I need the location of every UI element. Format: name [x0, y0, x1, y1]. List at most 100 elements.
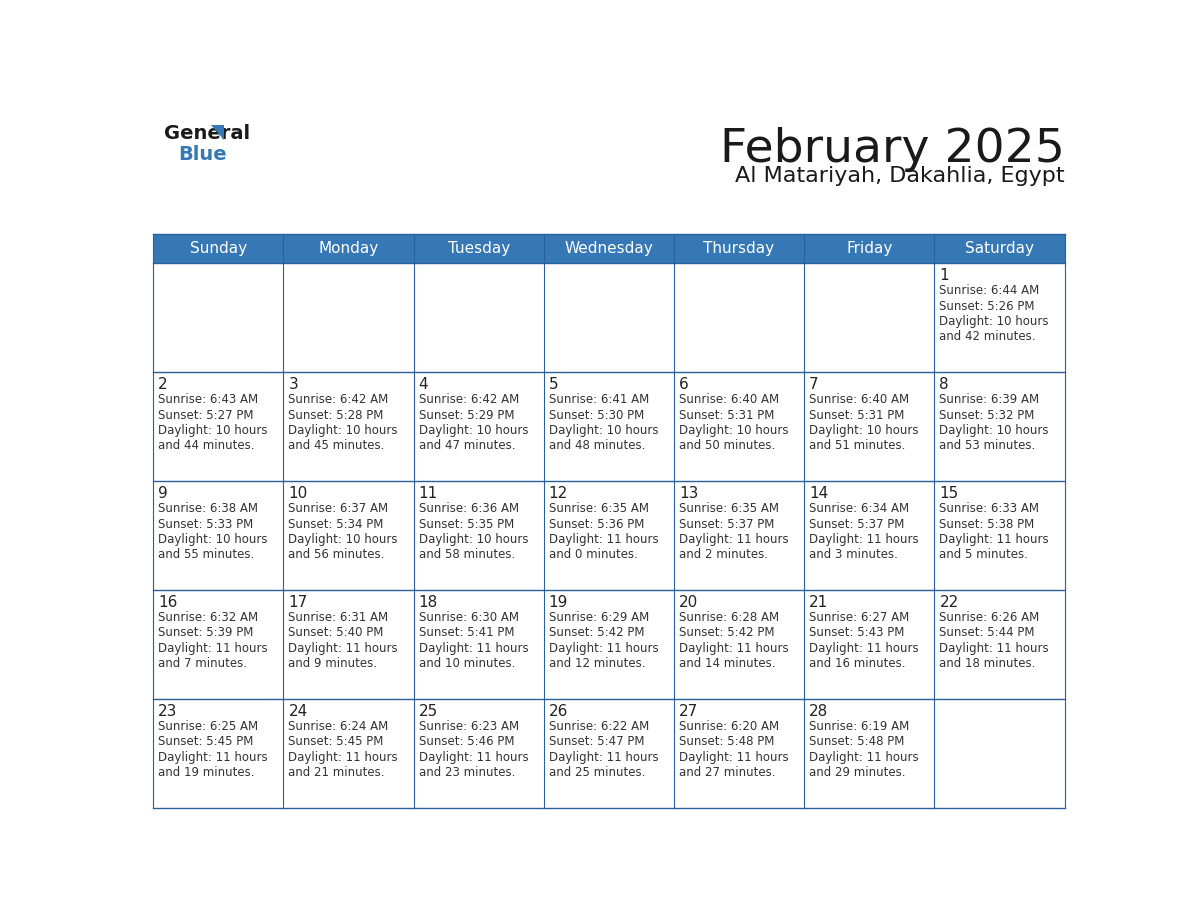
Text: Sunset: 5:41 PM: Sunset: 5:41 PM [418, 626, 514, 640]
Text: 5: 5 [549, 377, 558, 392]
Text: Daylight: 11 hours: Daylight: 11 hours [549, 533, 658, 546]
Text: 14: 14 [809, 487, 828, 501]
Text: Daylight: 11 hours: Daylight: 11 hours [418, 642, 529, 655]
Text: 2: 2 [158, 377, 168, 392]
Text: Tuesday: Tuesday [448, 241, 510, 256]
Text: Daylight: 11 hours: Daylight: 11 hours [289, 751, 398, 764]
Text: Sunrise: 6:37 AM: Sunrise: 6:37 AM [289, 502, 388, 515]
Text: Sunrise: 6:40 AM: Sunrise: 6:40 AM [809, 393, 909, 406]
Text: Sunrise: 6:22 AM: Sunrise: 6:22 AM [549, 720, 649, 733]
Text: Wednesday: Wednesday [564, 241, 653, 256]
Text: Daylight: 11 hours: Daylight: 11 hours [680, 751, 789, 764]
Text: Daylight: 11 hours: Daylight: 11 hours [158, 642, 267, 655]
Text: Sunrise: 6:26 AM: Sunrise: 6:26 AM [940, 611, 1040, 624]
Text: Sunset: 5:46 PM: Sunset: 5:46 PM [418, 735, 514, 748]
Text: Saturday: Saturday [965, 241, 1034, 256]
Text: Sunrise: 6:39 AM: Sunrise: 6:39 AM [940, 393, 1040, 406]
Text: Daylight: 11 hours: Daylight: 11 hours [158, 751, 267, 764]
Text: Daylight: 10 hours: Daylight: 10 hours [940, 315, 1049, 328]
Text: and 51 minutes.: and 51 minutes. [809, 440, 905, 453]
Text: and 19 minutes.: and 19 minutes. [158, 767, 254, 779]
Text: Sunrise: 6:43 AM: Sunrise: 6:43 AM [158, 393, 258, 406]
Text: and 27 minutes.: and 27 minutes. [680, 767, 776, 779]
Text: 4: 4 [418, 377, 428, 392]
Text: and 25 minutes.: and 25 minutes. [549, 767, 645, 779]
Text: Al Matariyah, Dakahlia, Egypt: Al Matariyah, Dakahlia, Egypt [735, 165, 1064, 185]
Text: Daylight: 10 hours: Daylight: 10 hours [418, 424, 529, 437]
Text: 17: 17 [289, 595, 308, 610]
Text: Daylight: 10 hours: Daylight: 10 hours [809, 424, 918, 437]
Text: Sunday: Sunday [190, 241, 247, 256]
Text: Sunset: 5:34 PM: Sunset: 5:34 PM [289, 518, 384, 531]
Text: Sunset: 5:45 PM: Sunset: 5:45 PM [158, 735, 253, 748]
Text: 3: 3 [289, 377, 298, 392]
Text: Sunrise: 6:31 AM: Sunrise: 6:31 AM [289, 611, 388, 624]
Text: Sunset: 5:32 PM: Sunset: 5:32 PM [940, 409, 1035, 421]
Text: Sunset: 5:48 PM: Sunset: 5:48 PM [680, 735, 775, 748]
Text: Daylight: 11 hours: Daylight: 11 hours [940, 533, 1049, 546]
Text: and 12 minutes.: and 12 minutes. [549, 657, 645, 670]
Text: Daylight: 10 hours: Daylight: 10 hours [940, 424, 1049, 437]
Text: Sunset: 5:30 PM: Sunset: 5:30 PM [549, 409, 644, 421]
Text: Sunset: 5:43 PM: Sunset: 5:43 PM [809, 626, 904, 640]
Text: Thursday: Thursday [703, 241, 775, 256]
Text: 26: 26 [549, 704, 568, 719]
Text: Sunrise: 6:23 AM: Sunrise: 6:23 AM [418, 720, 519, 733]
Text: Sunrise: 6:38 AM: Sunrise: 6:38 AM [158, 502, 258, 515]
Text: Daylight: 11 hours: Daylight: 11 hours [549, 751, 658, 764]
Text: Daylight: 10 hours: Daylight: 10 hours [289, 424, 398, 437]
Text: 6: 6 [680, 377, 689, 392]
Text: 22: 22 [940, 595, 959, 610]
Text: and 14 minutes.: and 14 minutes. [680, 657, 776, 670]
Text: 24: 24 [289, 704, 308, 719]
Text: Sunrise: 6:35 AM: Sunrise: 6:35 AM [680, 502, 779, 515]
Text: Sunrise: 6:42 AM: Sunrise: 6:42 AM [418, 393, 519, 406]
Text: Sunrise: 6:32 AM: Sunrise: 6:32 AM [158, 611, 258, 624]
Text: Daylight: 10 hours: Daylight: 10 hours [289, 533, 398, 546]
Text: Sunrise: 6:42 AM: Sunrise: 6:42 AM [289, 393, 388, 406]
Text: Daylight: 10 hours: Daylight: 10 hours [680, 424, 789, 437]
Text: and 9 minutes.: and 9 minutes. [289, 657, 378, 670]
Bar [284, 234, 413, 263]
Text: 20: 20 [680, 595, 699, 610]
Text: and 53 minutes.: and 53 minutes. [940, 440, 1036, 453]
Text: and 42 minutes.: and 42 minutes. [940, 330, 1036, 343]
Text: 13: 13 [680, 487, 699, 501]
Text: 12: 12 [549, 487, 568, 501]
Bar [153, 699, 1064, 808]
Text: Sunrise: 6:44 AM: Sunrise: 6:44 AM [940, 285, 1040, 297]
Text: and 16 minutes.: and 16 minutes. [809, 657, 905, 670]
Text: and 50 minutes.: and 50 minutes. [680, 440, 776, 453]
Text: Sunrise: 6:35 AM: Sunrise: 6:35 AM [549, 502, 649, 515]
Text: and 0 minutes.: and 0 minutes. [549, 548, 638, 561]
Bar [153, 234, 284, 263]
Text: Sunrise: 6:24 AM: Sunrise: 6:24 AM [289, 720, 388, 733]
Text: Sunrise: 6:34 AM: Sunrise: 6:34 AM [809, 502, 909, 515]
Text: and 58 minutes.: and 58 minutes. [418, 548, 514, 561]
Text: Daylight: 11 hours: Daylight: 11 hours [418, 751, 529, 764]
Text: Sunset: 5:35 PM: Sunset: 5:35 PM [418, 518, 514, 531]
Text: Sunset: 5:37 PM: Sunset: 5:37 PM [680, 518, 775, 531]
Text: 1: 1 [940, 268, 949, 284]
Text: Daylight: 11 hours: Daylight: 11 hours [940, 642, 1049, 655]
Text: Sunrise: 6:29 AM: Sunrise: 6:29 AM [549, 611, 649, 624]
Text: Sunset: 5:33 PM: Sunset: 5:33 PM [158, 518, 253, 531]
Text: 19: 19 [549, 595, 568, 610]
Bar [934, 234, 1064, 263]
Text: and 2 minutes.: and 2 minutes. [680, 548, 767, 561]
Text: Sunrise: 6:36 AM: Sunrise: 6:36 AM [418, 502, 519, 515]
Text: Sunrise: 6:27 AM: Sunrise: 6:27 AM [809, 611, 910, 624]
Text: Sunrise: 6:19 AM: Sunrise: 6:19 AM [809, 720, 910, 733]
Bar [674, 234, 804, 263]
Text: Sunset: 5:39 PM: Sunset: 5:39 PM [158, 626, 253, 640]
Text: Daylight: 11 hours: Daylight: 11 hours [680, 642, 789, 655]
Text: Friday: Friday [846, 241, 892, 256]
Text: Sunrise: 6:25 AM: Sunrise: 6:25 AM [158, 720, 258, 733]
Text: Daylight: 11 hours: Daylight: 11 hours [549, 642, 658, 655]
Text: Daylight: 10 hours: Daylight: 10 hours [158, 533, 267, 546]
Text: Sunset: 5:42 PM: Sunset: 5:42 PM [680, 626, 775, 640]
Text: Sunset: 5:36 PM: Sunset: 5:36 PM [549, 518, 644, 531]
Text: Monday: Monday [318, 241, 379, 256]
Text: Sunset: 5:31 PM: Sunset: 5:31 PM [809, 409, 904, 421]
Text: and 23 minutes.: and 23 minutes. [418, 767, 514, 779]
